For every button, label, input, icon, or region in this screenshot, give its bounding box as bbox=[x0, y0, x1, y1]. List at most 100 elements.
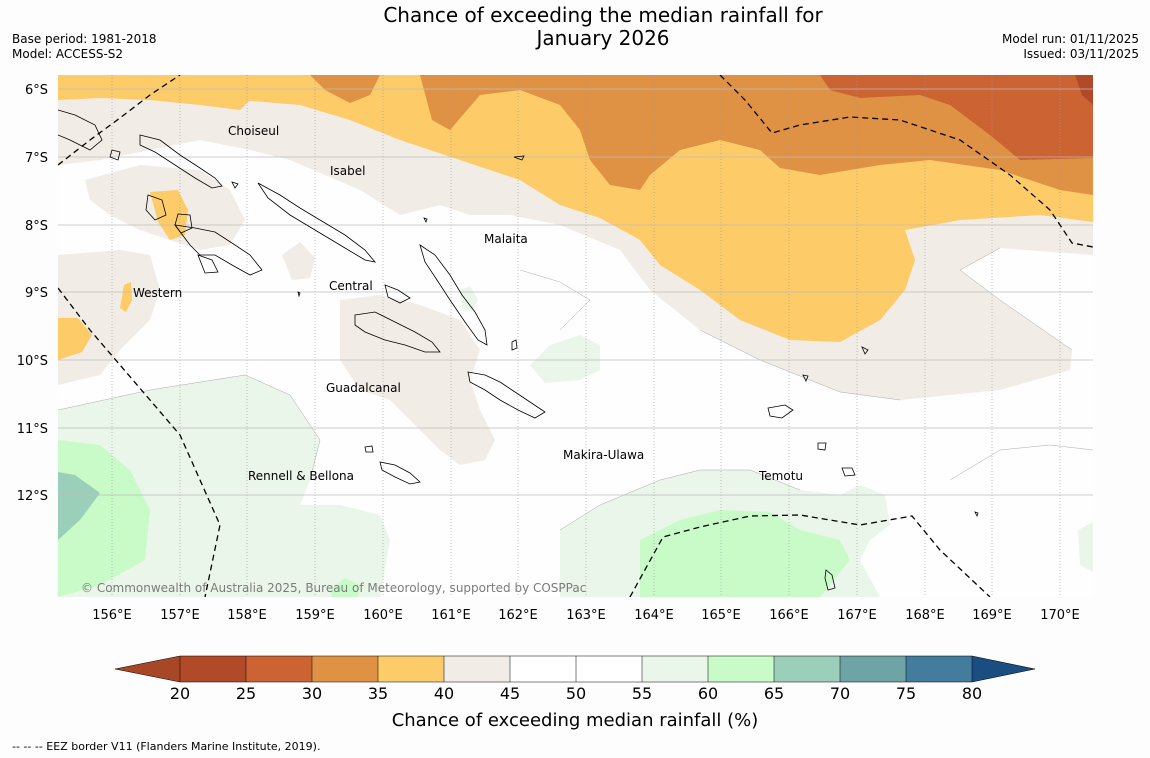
eez-border-west bbox=[58, 287, 221, 597]
colorbar-tick: 75 bbox=[896, 684, 916, 703]
colorbar-tick: 30 bbox=[302, 684, 322, 703]
region-20-25 bbox=[1075, 75, 1093, 105]
colorbar-dividers bbox=[114, 655, 1036, 683]
region-40-45-small bbox=[282, 242, 315, 280]
small-island-5 bbox=[974, 511, 979, 518]
colorbar: 20 25 30 35 40 45 50 55 60 65 70 75 80 C… bbox=[114, 655, 1036, 731]
lon-label: 158°E bbox=[227, 608, 267, 623]
lon-label: 169°E bbox=[972, 608, 1012, 623]
region-60-65-tiny bbox=[330, 578, 360, 597]
colorbar-segment bbox=[840, 656, 906, 682]
region-35-40-choiseul bbox=[58, 75, 260, 110]
region-35-40-west-edge bbox=[58, 318, 92, 360]
bellona-coast bbox=[364, 445, 374, 453]
colorbar-tick: 80 bbox=[962, 684, 982, 703]
rendova-coast bbox=[197, 254, 219, 274]
region-25-30 bbox=[820, 75, 1093, 160]
colorbar-low-extension bbox=[115, 656, 180, 682]
lon-label: 167°E bbox=[837, 608, 877, 623]
region-60-65-south bbox=[640, 510, 850, 597]
kolombangara-coast bbox=[174, 213, 193, 234]
new-georgia-coast bbox=[174, 224, 263, 276]
colorbar-tick: 70 bbox=[830, 684, 850, 703]
eez-border-south bbox=[629, 514, 991, 597]
contour-lines bbox=[58, 247, 1093, 531]
region-55-60-east bbox=[1078, 522, 1093, 572]
isabel-coast bbox=[257, 182, 377, 263]
colorbar-segment bbox=[312, 656, 378, 682]
colorbar-segment bbox=[246, 656, 312, 682]
coastlines bbox=[58, 109, 979, 591]
region-55-60-center bbox=[530, 335, 600, 383]
ontong-java-coast bbox=[513, 155, 525, 161]
colorbar-tick: 65 bbox=[764, 684, 784, 703]
lon-label: 161°E bbox=[431, 608, 471, 623]
title-line-1: Chance of exceeding the median rainfall … bbox=[383, 3, 823, 27]
meta-left: Base period: 1981-2018 Model: ACCESS-S2 bbox=[12, 32, 157, 62]
ulawa-coast bbox=[511, 339, 518, 351]
santa-cruz-coast bbox=[767, 404, 794, 419]
lon-label: 168°E bbox=[905, 608, 945, 623]
lat-label: 11°S bbox=[17, 422, 48, 437]
region-40-45-west bbox=[58, 250, 160, 385]
eez-border-north-east bbox=[719, 75, 1093, 248]
meta-right: Model run: 01/11/2025 Issued: 03/11/2025 bbox=[1002, 32, 1139, 62]
place-labels: Choiseul Isabel Malaita Western Central … bbox=[133, 124, 803, 483]
colorbar-segment bbox=[444, 656, 510, 682]
reef-islands-coast bbox=[802, 374, 809, 382]
colorbar-segment bbox=[576, 656, 642, 682]
chart-title: Chance of exceeding the median rainfall … bbox=[0, 4, 1150, 50]
place-label-western: Western bbox=[133, 286, 182, 300]
tikopia-coast bbox=[824, 569, 836, 591]
region-55-60-small bbox=[460, 286, 478, 312]
base-period: Base period: 1981-2018 bbox=[12, 32, 157, 46]
choiseul-coast bbox=[139, 134, 223, 189]
longitude-labels: 156°E 157°E 158°E 159°E 160°E 161°E 162°… bbox=[92, 608, 1080, 623]
colorbar-tick: 20 bbox=[170, 684, 190, 703]
lon-label: 165°E bbox=[701, 608, 741, 623]
colorbar-tick: 55 bbox=[632, 684, 652, 703]
latitude-labels: 6°S 7°S 8°S 9°S 10°S 11°S 12°S bbox=[17, 83, 48, 504]
duff-islands-coast bbox=[861, 346, 869, 355]
small-island-3 bbox=[231, 181, 239, 189]
place-label-rennell-bellona: Rennell & Bellona bbox=[248, 469, 354, 483]
vanikoro-coast bbox=[841, 467, 856, 477]
colorbar-segment bbox=[510, 656, 576, 682]
small-island-2 bbox=[297, 291, 301, 298]
eez-footnote: -- -- -- EEZ border V11 (Flanders Marine… bbox=[12, 740, 321, 753]
place-label-isabel: Isabel bbox=[330, 164, 365, 178]
place-label-central: Central bbox=[329, 279, 373, 293]
lon-label: 159°E bbox=[295, 608, 335, 623]
colorbar-tick: 50 bbox=[566, 684, 586, 703]
colorbar-segment bbox=[180, 656, 246, 682]
guadalcanal-coast bbox=[354, 311, 441, 353]
colorbar-segment bbox=[708, 656, 774, 682]
lon-label: 160°E bbox=[363, 608, 403, 623]
map-figure: Choiseul Isabel Malaita Western Central … bbox=[17, 75, 1093, 731]
lon-label: 166°E bbox=[769, 608, 809, 623]
lat-label: 10°S bbox=[17, 354, 48, 369]
region-35-40-west-small bbox=[150, 190, 188, 240]
colorbar-tick: 35 bbox=[368, 684, 388, 703]
colorbar-tick: 45 bbox=[500, 684, 520, 703]
eez-border bbox=[58, 75, 1093, 597]
vella-lavella-coast bbox=[145, 194, 167, 221]
small-island-4 bbox=[109, 149, 121, 161]
lat-label: 12°S bbox=[17, 489, 48, 504]
lat-label: 6°S bbox=[25, 83, 48, 98]
region-60-65-west bbox=[58, 440, 150, 597]
place-label-temotu: Temotu bbox=[758, 469, 803, 483]
lon-label: 157°E bbox=[160, 608, 200, 623]
place-label-makira-ulawa: Makira-Ulawa bbox=[563, 448, 644, 462]
florida-islands-coast bbox=[384, 284, 411, 304]
colorbar-title: Chance of exceeding median rainfall (%) bbox=[392, 710, 759, 731]
colorbar-segment bbox=[906, 656, 972, 682]
region-35-40-western-dot bbox=[120, 282, 132, 312]
parallel-gridlines bbox=[58, 88, 1093, 496]
lat-label: 8°S bbox=[25, 219, 48, 234]
colorbar-tick: 40 bbox=[434, 684, 454, 703]
bougainville-coast bbox=[58, 109, 103, 151]
rennell-coast bbox=[379, 461, 421, 485]
lon-label: 170°E bbox=[1040, 608, 1080, 623]
model-name: Model: ACCESS-S2 bbox=[12, 47, 124, 61]
